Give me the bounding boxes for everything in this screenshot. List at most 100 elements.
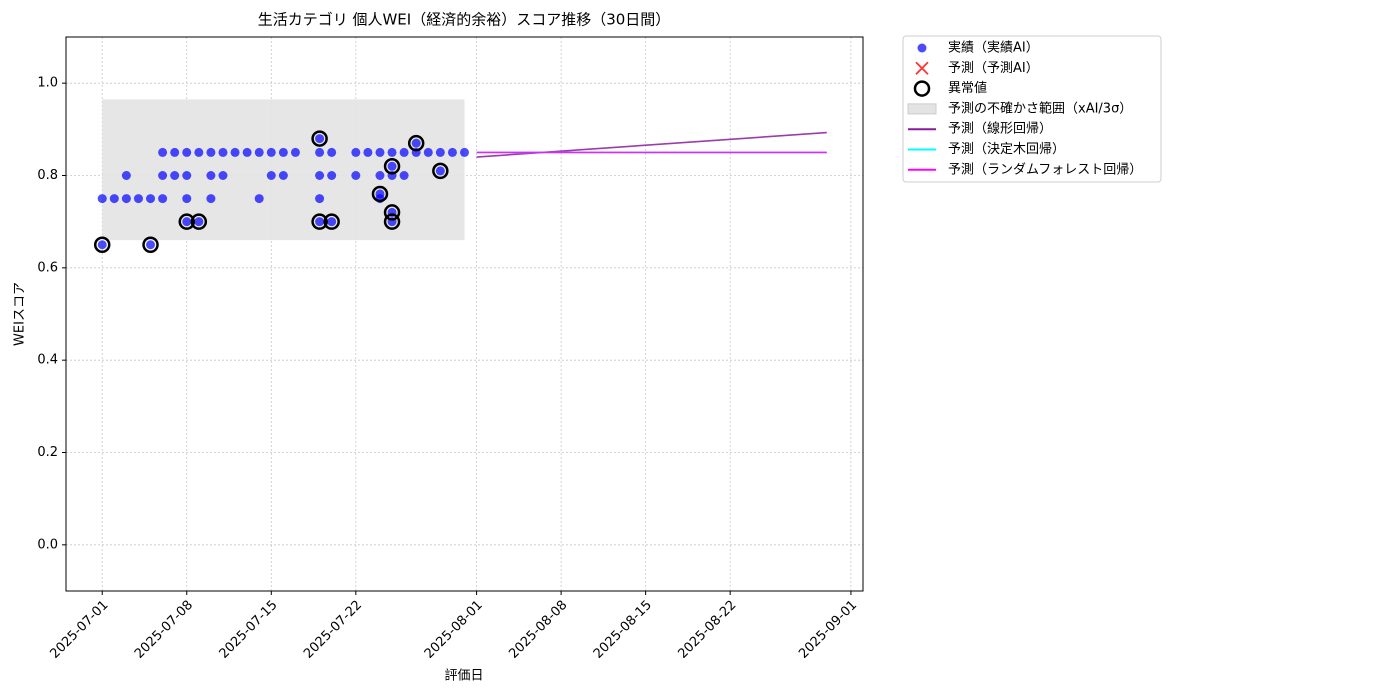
legend-label: 予測（ランダムフォレスト回帰） <box>948 161 1142 177</box>
point <box>315 217 325 227</box>
plot-area: 0.0 0.2 0.4 0.6 0.8 1.0 2025-07-01 2025-07-08 20… <box>37 37 863 662</box>
legend-marker <box>913 80 931 97</box>
point <box>182 171 192 180</box>
point <box>146 240 156 250</box>
point <box>218 171 228 180</box>
point <box>315 171 325 180</box>
x-tick-label: 2025-08-15 <box>591 598 655 662</box>
point <box>121 194 131 204</box>
x-tick-label: 2025-09-01 <box>796 598 860 662</box>
point <box>351 171 361 180</box>
outlier-marker <box>142 236 159 253</box>
x-tick-label: 2025-08-01 <box>422 598 486 662</box>
point <box>242 147 252 157</box>
chart-title: 生活カテゴリ 個人WEI（経済的余裕）スコア推移（30日間） <box>258 11 671 29</box>
x-axis-label: 評価日 <box>444 669 483 684</box>
outlier-marker <box>190 213 208 230</box>
point <box>182 217 192 227</box>
outlier-marker <box>178 213 196 230</box>
point <box>460 147 469 157</box>
legend-label: 予測（決定木回帰） <box>948 141 1065 157</box>
point <box>133 194 143 204</box>
point <box>278 171 288 180</box>
legend-label: 実績（実績AI） <box>948 40 1039 56</box>
point <box>109 194 119 204</box>
point <box>399 147 409 157</box>
point <box>399 171 409 180</box>
point <box>206 171 216 180</box>
outlier-marker <box>93 236 111 253</box>
outlier-marker <box>383 158 401 175</box>
point <box>158 171 168 180</box>
point <box>315 194 325 204</box>
point <box>194 217 204 227</box>
y-tick-label: 0.0 <box>37 537 58 552</box>
point <box>290 147 300 157</box>
point <box>315 134 325 144</box>
point <box>435 147 445 157</box>
point <box>170 171 180 180</box>
y-tick-label: 0.6 <box>37 260 58 275</box>
point <box>230 147 240 157</box>
forecast-line <box>476 131 827 158</box>
outlier-marker <box>432 162 449 180</box>
point <box>97 194 107 204</box>
outlier-marker <box>311 213 328 230</box>
legend-label: 予測（線形回帰） <box>948 121 1052 137</box>
point <box>278 147 288 157</box>
outlier-marker <box>407 134 425 152</box>
outlier-marker <box>371 185 389 203</box>
point <box>182 194 192 204</box>
x-tick-label: 2025-08-22 <box>675 598 739 662</box>
point <box>170 147 180 157</box>
point <box>447 147 457 157</box>
x-tick-label: 2025-07-15 <box>217 598 281 662</box>
point <box>146 194 156 204</box>
point <box>327 217 337 227</box>
point <box>182 147 192 157</box>
legend-marker <box>917 43 927 53</box>
point <box>254 194 264 204</box>
legend-label: 予測（予測AI） <box>948 61 1039 76</box>
point <box>363 147 373 157</box>
point <box>351 147 361 157</box>
y-tick-label: 1.0 <box>37 76 58 91</box>
point <box>315 147 325 157</box>
point <box>218 147 228 157</box>
outlier-marker <box>383 213 401 230</box>
point <box>121 171 131 180</box>
legend-swatch <box>907 103 937 115</box>
legend-marker <box>915 61 929 75</box>
axes-frame <box>65 36 864 592</box>
point <box>411 138 421 148</box>
point <box>423 147 433 157</box>
point <box>158 194 168 204</box>
y-axis-label: WEIスコア <box>13 282 28 346</box>
point <box>266 147 276 157</box>
outlier-marker <box>383 204 401 221</box>
legend-box <box>902 35 1162 183</box>
point <box>158 147 168 157</box>
point <box>387 147 397 157</box>
point <box>327 171 337 180</box>
legend-label: 異常値 <box>948 80 987 96</box>
y-tick-label: 0.2 <box>37 445 58 460</box>
x-tick-label: 2025-08-08 <box>506 598 570 662</box>
outlier-marker <box>311 130 328 147</box>
point <box>375 171 385 180</box>
point <box>194 147 204 157</box>
point <box>206 194 216 204</box>
y-tick-label: 0.8 <box>37 168 58 183</box>
legend-label: 予測の不確かさ範囲（xAI/3σ） <box>948 100 1132 116</box>
point <box>435 166 445 176</box>
x-tick-label: 2025-07-08 <box>132 598 196 662</box>
x-tick-label: 2025-07-22 <box>301 598 365 662</box>
point <box>254 147 264 157</box>
outlier-marker <box>323 213 340 230</box>
x-tick-label: 2025-07-01 <box>47 598 111 662</box>
point <box>387 161 397 171</box>
point <box>266 171 276 180</box>
point <box>97 240 107 250</box>
